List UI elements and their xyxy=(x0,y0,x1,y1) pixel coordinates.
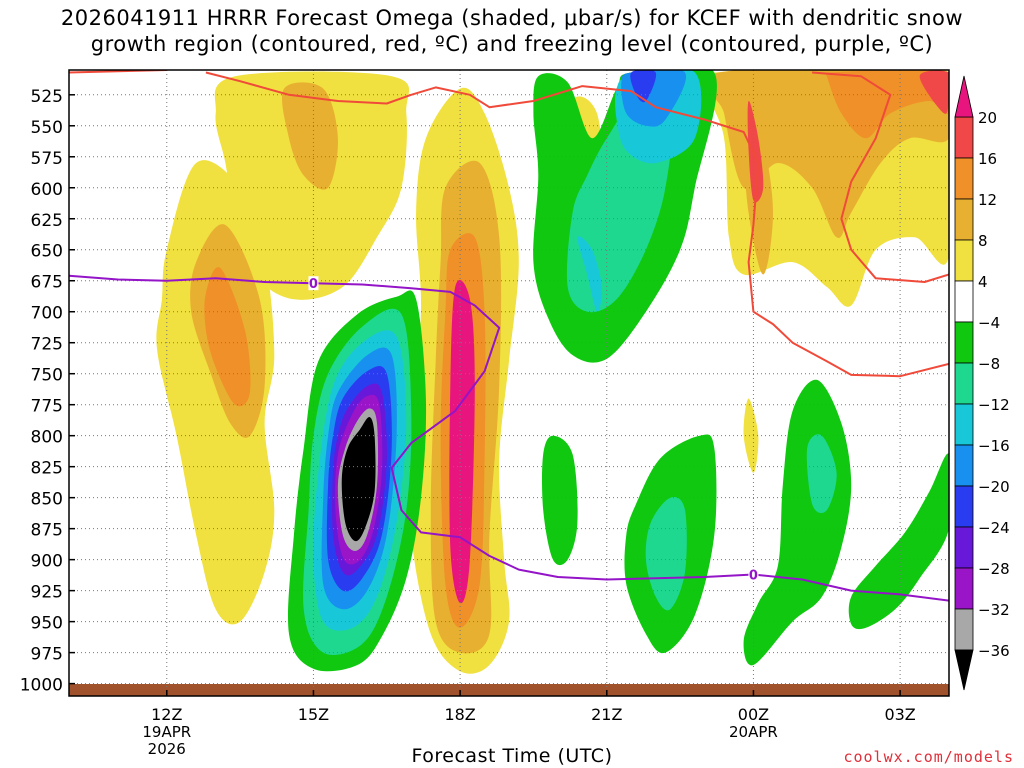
x-tick-label: 15Z xyxy=(298,705,329,724)
colorbar-swatch xyxy=(954,567,974,610)
x-axis-title: Forecast Time (UTC) xyxy=(411,745,613,767)
y-tick-label: 900 xyxy=(31,552,63,572)
x-tick-label: 21Z xyxy=(591,705,622,724)
omega-blob xyxy=(204,267,251,407)
colorbar-swatch xyxy=(954,198,974,241)
x-tick-label: 18Z xyxy=(444,705,475,724)
grid-lines xyxy=(69,70,949,696)
colorbar-swatch xyxy=(954,362,974,405)
y-tick-label: 975 xyxy=(31,645,63,665)
colorbar-label: −20 xyxy=(978,478,1010,496)
colorbar-swatch xyxy=(954,444,974,487)
y-tick-label: 550 xyxy=(31,118,63,138)
colorbar-label: −8 xyxy=(978,355,1000,373)
colorbar-label: 16 xyxy=(978,150,997,168)
y-tick-label: 950 xyxy=(31,614,63,634)
colorbar-swatch xyxy=(954,157,974,200)
x-tick-label: 12Z xyxy=(151,705,182,724)
chart-title-line-1: 2026041911 HRRR Forecast Omega (shaded, … xyxy=(60,6,964,30)
y-tick-label: 575 xyxy=(31,149,63,169)
freezing-level-label: 0 xyxy=(749,569,758,584)
colorbar-label: −12 xyxy=(978,396,1010,414)
colorbar-swatch xyxy=(954,403,974,446)
colorbar-swatch xyxy=(954,526,974,569)
watermark: coolwx.com/models xyxy=(843,748,1014,766)
colorbar-label: 12 xyxy=(978,191,997,209)
freezing-level-line xyxy=(69,274,949,602)
omega-blob xyxy=(919,70,949,114)
y-tick-label: 825 xyxy=(31,459,63,479)
colorbar-label: 4 xyxy=(978,273,988,291)
freezing-level-label-bg xyxy=(308,276,319,291)
x-tick-date-label: 19APR xyxy=(142,723,191,741)
terrain-ground xyxy=(69,684,949,696)
x-tick-date-label: 20APR xyxy=(729,723,778,741)
y-tick-label: 650 xyxy=(31,242,63,262)
freezing-level-label-bg xyxy=(748,567,759,582)
y-tick-label: 725 xyxy=(31,335,63,355)
colorbar-bottom-arrow xyxy=(954,649,974,691)
colorbar-label: −28 xyxy=(978,560,1010,578)
colorbar-label: −36 xyxy=(978,642,1010,660)
colorbar: 20 16 12 8 4 −4 −8 −12 −16 −20 −24 −28 −32 −36 xyxy=(954,75,1010,691)
colorbar-swatch xyxy=(954,239,974,282)
x-tick-label: 00Z xyxy=(738,705,769,724)
colorbar-swatch xyxy=(954,280,974,323)
omega-blob xyxy=(341,417,376,542)
freezing-level-label: 0 xyxy=(309,277,318,292)
y-tick-label: 600 xyxy=(31,180,63,200)
omega-blob xyxy=(848,453,949,630)
omega-blob xyxy=(449,280,475,604)
y-tick-label: 1000 xyxy=(20,676,63,696)
colorbar-label: 20 xyxy=(978,109,997,127)
y-axis: 525 550 575 600 625 650 675 700 725 750 775 800 825 8… xyxy=(20,87,75,696)
colorbar-swatch xyxy=(954,321,974,364)
y-tick-label: 750 xyxy=(31,366,63,386)
omega-blob xyxy=(747,100,764,203)
x-tick-label: 03Z xyxy=(884,705,915,724)
dgz-contour-line xyxy=(812,71,949,283)
colorbar-label: −24 xyxy=(978,519,1010,537)
y-tick-label: 625 xyxy=(31,211,63,231)
omega-blob xyxy=(214,71,410,300)
colorbar-label: −4 xyxy=(978,314,1000,332)
y-tick-label: 775 xyxy=(31,397,63,417)
y-tick-label: 925 xyxy=(31,583,63,603)
omega-blob xyxy=(817,70,949,139)
colorbar-swatch xyxy=(954,608,974,651)
colorbar-label: −16 xyxy=(978,437,1010,455)
colorbar-label: 8 xyxy=(978,232,988,250)
chart-title-line-2: growth region (contoured, red, ºC) and f… xyxy=(90,32,934,56)
y-tick-label: 875 xyxy=(31,521,63,541)
y-tick-label: 800 xyxy=(31,428,63,448)
y-tick-label: 700 xyxy=(31,304,63,324)
colorbar-top-arrow xyxy=(954,75,974,118)
y-tick-label: 850 xyxy=(31,490,63,510)
y-tick-label: 675 xyxy=(31,273,63,293)
omega-shading xyxy=(156,70,949,674)
x-tick-date-label: 2026 xyxy=(148,740,186,758)
omega-blob xyxy=(577,236,603,312)
omega-blob xyxy=(542,435,578,566)
omega-blob xyxy=(645,496,687,611)
plot-frame xyxy=(68,69,950,697)
colorbar-label: −32 xyxy=(978,601,1010,619)
dgz-contour-line xyxy=(205,71,949,378)
colorbar-swatch xyxy=(954,485,974,528)
omega-blob xyxy=(806,434,837,514)
contour-lines: 00 xyxy=(69,70,949,602)
omega-blob xyxy=(743,398,759,473)
omega-blob xyxy=(281,82,338,190)
colorbar-swatch xyxy=(954,116,974,159)
y-tick-label: 525 xyxy=(31,87,63,107)
